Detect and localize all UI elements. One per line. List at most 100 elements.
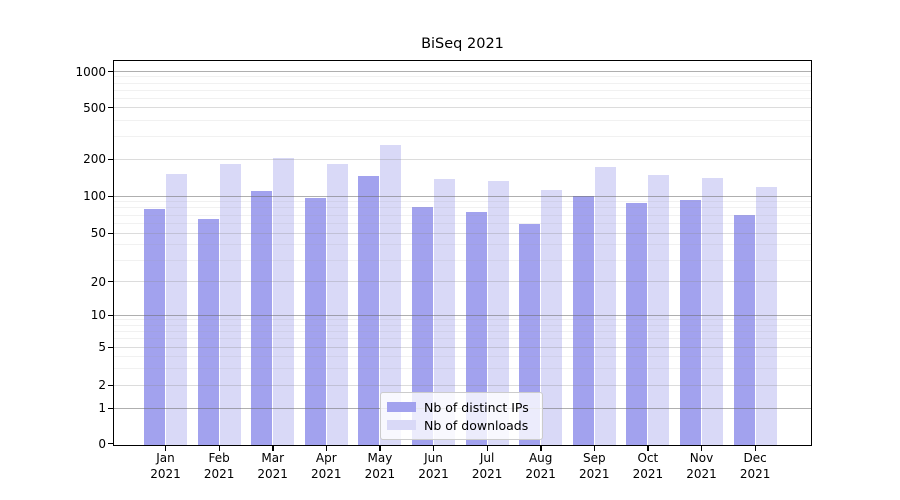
x-tick-label-oct: Oct 2021	[632, 451, 664, 481]
legend-label-distinct-ips: Nb of distinct IPs	[424, 399, 529, 415]
y-tick-label-0: 0	[98, 436, 106, 451]
grid-minor-line-900	[114, 76, 811, 78]
grid-layer	[114, 61, 811, 445]
x-axis-tick-nov	[701, 446, 703, 451]
bar-ips-oct	[626, 202, 648, 445]
bar-ips-jan	[144, 209, 165, 445]
grid-line-500	[114, 107, 811, 108]
bar-ips-sep	[572, 196, 594, 445]
grid-minor-line-400	[114, 119, 811, 121]
bar-downloads-aug	[541, 189, 563, 445]
x-axis-tick-sep	[593, 446, 596, 451]
bar-ips-may	[358, 176, 380, 445]
grid-minor-line-8	[114, 324, 811, 326]
y-tick-label-200: 200	[83, 152, 106, 166]
x-tick-label-mar: Mar 2021	[257, 451, 288, 481]
y-tick-label-2: 2	[98, 378, 106, 392]
y-axis-tick-500	[108, 107, 113, 109]
x-tick-label-jul: Jul 2021	[471, 451, 503, 481]
bar-downloads-feb	[219, 164, 241, 445]
y-axis-tick-100	[108, 195, 113, 197]
grid-line-5	[114, 346, 811, 348]
x-axis-tick-jul	[486, 446, 488, 451]
grid-minor-line-40	[114, 244, 811, 246]
grid-minor-line-9	[114, 319, 811, 321]
x-tick-label-may: May 2021	[364, 451, 396, 481]
y-tick-label-100: 100	[83, 189, 106, 203]
legend-swatch-downloads	[387, 420, 416, 430]
y-axis-tick-2	[108, 384, 113, 386]
legend-swatch-distinct-ips	[387, 402, 416, 412]
y-tick-label-10: 10	[90, 308, 106, 322]
x-tick-label-aug: Aug 2021	[525, 451, 556, 481]
y-axis-tick-10	[108, 314, 113, 316]
grid-line-10	[114, 314, 811, 316]
bar-ips-feb	[197, 218, 219, 445]
bar-downloads-jan	[166, 174, 187, 445]
grid-line-1000	[114, 71, 811, 72]
bar-ips-aug	[519, 224, 541, 445]
y-tick-label-500: 500	[83, 100, 106, 115]
x-axis-tick-oct	[647, 446, 649, 451]
bar-downloads-may	[380, 145, 402, 445]
x-tick-label-jan: Jan 2021	[150, 451, 181, 481]
y-axis-tick-1000	[108, 71, 113, 73]
grid-line-200	[114, 158, 811, 160]
grid-line-100	[114, 195, 811, 197]
bar-downloads-jul	[487, 181, 509, 445]
y-tick-label-20: 20	[90, 274, 106, 289]
x-tick-label-apr: Apr 2021	[311, 451, 342, 481]
y-axis-tick-200	[108, 158, 113, 160]
x-tick-label-jun: Jun 2021	[418, 451, 449, 481]
y-tick-label-50: 50	[90, 226, 106, 240]
grid-line-50	[114, 232, 811, 234]
grid-line-20	[114, 281, 811, 282]
x-tick-label-nov: Nov 2021	[686, 451, 717, 481]
bar-downloads-mar	[273, 158, 295, 445]
x-tick-label-feb: Feb 2021	[203, 451, 235, 481]
bar-downloads-nov	[702, 177, 723, 445]
y-tick-label-1000: 1000	[75, 64, 106, 79]
grid-minor-line-700	[114, 89, 811, 91]
bars-layer	[114, 61, 811, 445]
x-axis-tick-aug	[540, 446, 542, 451]
x-axis-tick-mar	[272, 446, 274, 451]
y-tick-label-1: 1	[98, 401, 106, 415]
bar-ips-apr	[304, 198, 326, 445]
plot-area	[113, 60, 812, 446]
grid-minor-line-60	[114, 222, 811, 224]
x-axis-tick-apr	[325, 446, 328, 451]
x-tick-label-dec: Dec 2021	[739, 451, 771, 481]
bar-downloads-apr	[326, 164, 348, 445]
bar-downloads-jun	[434, 178, 455, 445]
bar-ips-mar	[251, 190, 273, 445]
bar-ips-jul	[465, 212, 487, 445]
grid-minor-line-30	[114, 259, 811, 261]
legend-row-downloads: Nb of downloads	[387, 416, 533, 434]
grid-minor-line-300	[114, 135, 811, 137]
grid-minor-line-6	[114, 338, 811, 340]
legend: Nb of distinct IPs Nb of downloads	[380, 392, 543, 440]
chart-title: BiSeq 2021	[421, 36, 504, 52]
y-tick-label-5: 5	[98, 340, 106, 354]
y-axis-tick-20	[108, 281, 113, 283]
legend-row-distinct-ips: Nb of distinct IPs	[387, 398, 533, 416]
y-axis-tick-1	[108, 407, 113, 409]
x-axis-tick-jan	[165, 446, 167, 451]
bar-downloads-oct	[648, 175, 670, 445]
grid-minor-line-90	[114, 201, 811, 203]
grid-minor-line-4	[114, 355, 811, 357]
x-axis-tick-dec	[754, 446, 756, 451]
x-axis-tick-jun	[433, 446, 435, 451]
bar-ips-jun	[412, 206, 433, 445]
y-axis-tick-50	[108, 232, 113, 234]
grid-minor-line-600	[114, 97, 811, 99]
grid-minor-line-70	[114, 214, 811, 216]
y-axis-tick-5	[108, 346, 113, 348]
grid-line-2	[114, 384, 811, 386]
bar-ips-nov	[680, 199, 701, 445]
grid-minor-line-80	[114, 207, 811, 209]
y-axis-tick-0	[108, 443, 113, 445]
bar-downloads-sep	[594, 167, 616, 445]
